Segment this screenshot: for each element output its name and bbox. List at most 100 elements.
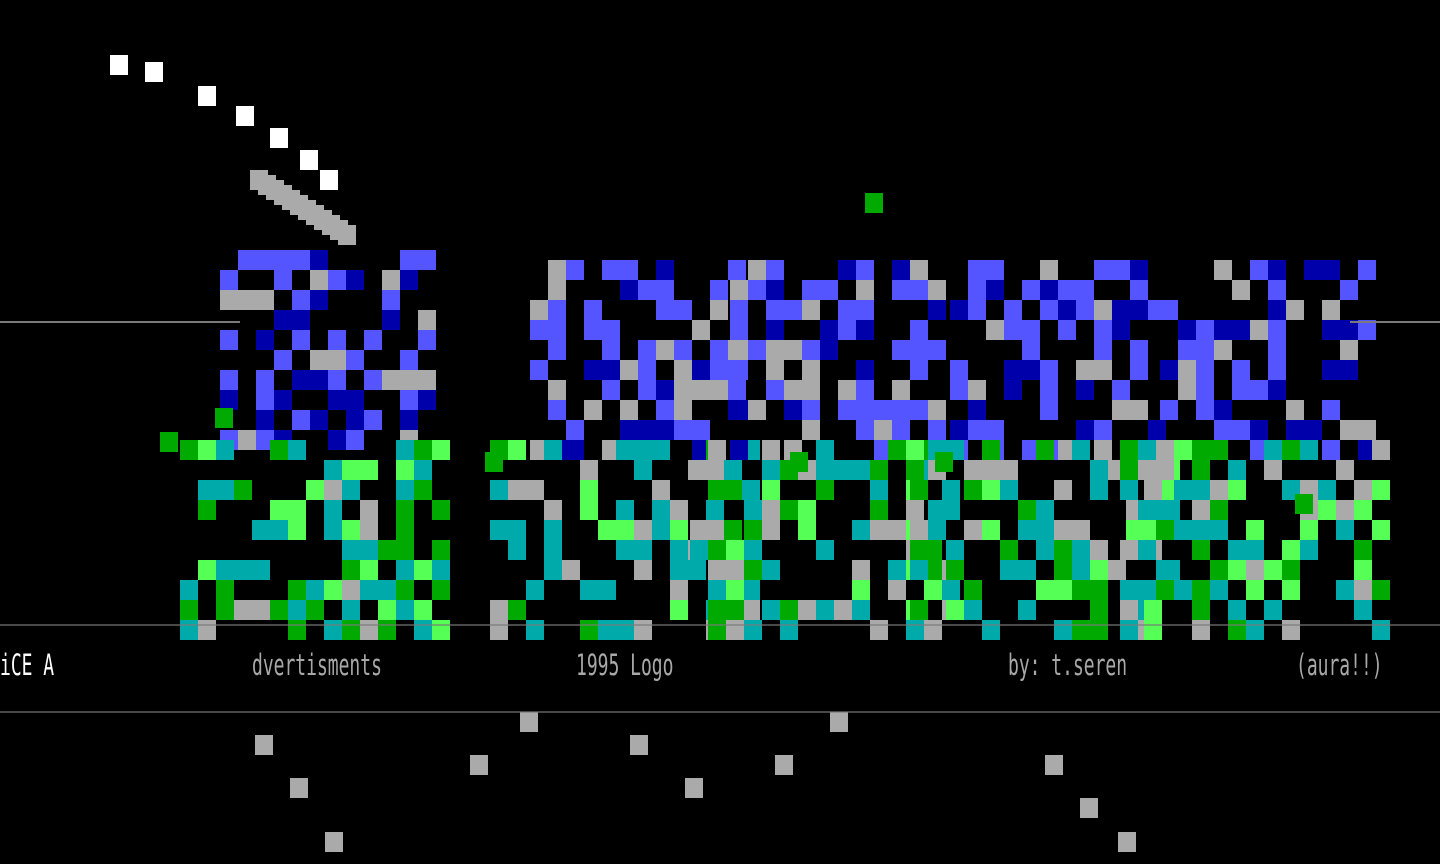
art-block (1138, 500, 1156, 520)
art-block (775, 755, 793, 775)
art-block (906, 620, 924, 640)
art-block (856, 280, 874, 300)
art-block (910, 280, 928, 300)
art-block (910, 400, 928, 420)
art-block (602, 260, 620, 280)
art-block (432, 440, 450, 460)
art-block (710, 360, 728, 380)
art-block (1090, 480, 1108, 500)
art-block (364, 410, 382, 430)
art-block (292, 290, 310, 310)
art-block (274, 310, 292, 330)
art-block (906, 460, 924, 480)
art-block (530, 440, 548, 460)
art-block (674, 380, 692, 400)
art-block (1054, 580, 1072, 600)
art-block (946, 560, 964, 580)
art-block (216, 480, 234, 500)
art-block (708, 580, 726, 600)
art-block (1304, 260, 1322, 280)
art-block (598, 620, 616, 640)
art-block (784, 300, 802, 320)
art-block (580, 480, 598, 500)
art-block (346, 410, 364, 430)
art-block (910, 260, 928, 280)
divider-top-right (1350, 321, 1440, 323)
art-block (838, 260, 856, 280)
art-block (548, 300, 566, 320)
art-block (1354, 500, 1372, 520)
art-block (1000, 560, 1018, 580)
art-block (652, 500, 670, 520)
art-block (396, 460, 414, 480)
art-block (874, 440, 892, 460)
art-block (780, 500, 798, 520)
art-block (1264, 440, 1282, 460)
art-block (766, 320, 784, 340)
art-block (1192, 480, 1210, 500)
art-block (1196, 340, 1214, 360)
art-block (1174, 520, 1192, 540)
art-block (382, 290, 400, 310)
author-credit: by: t.seren (1008, 648, 1128, 682)
art-block (1174, 440, 1192, 460)
art-block (1076, 380, 1094, 400)
art-block (270, 440, 288, 460)
art-block (1372, 580, 1390, 600)
art-block (616, 620, 634, 640)
art-block (1264, 600, 1282, 620)
art-block (888, 440, 906, 460)
art-block (526, 480, 544, 500)
art-block (1000, 540, 1018, 560)
art-block (1040, 260, 1058, 280)
art-block (630, 735, 648, 755)
art-block (888, 580, 906, 600)
art-block (1138, 520, 1156, 540)
art-block (1268, 280, 1286, 300)
art-block (616, 520, 634, 540)
art-block (816, 460, 834, 480)
art-block (838, 380, 856, 400)
art-block (270, 520, 288, 540)
art-block (688, 460, 706, 480)
art-block (215, 408, 233, 428)
art-block (418, 370, 436, 390)
art-block (584, 400, 602, 420)
art-block (490, 480, 508, 500)
art-block (360, 540, 378, 560)
art-block (1228, 620, 1246, 640)
art-block (1004, 380, 1022, 400)
art-block (1300, 540, 1318, 560)
art-block (508, 440, 526, 460)
art-block (790, 452, 808, 472)
art-block (1004, 320, 1022, 340)
art-block (414, 440, 432, 460)
art-block (888, 520, 906, 540)
art-block (1174, 480, 1192, 500)
art-block (1210, 560, 1228, 580)
art-block (968, 260, 986, 280)
art-block (674, 400, 692, 420)
art-block (652, 440, 670, 460)
art-block (1120, 480, 1138, 500)
art-block (856, 320, 874, 340)
art-block (414, 620, 432, 640)
art-block (274, 250, 292, 270)
art-block (1192, 520, 1210, 540)
art-block (874, 400, 892, 420)
art-block (638, 280, 656, 300)
art-block (1178, 340, 1196, 360)
art-block (548, 380, 566, 400)
art-block (234, 480, 252, 500)
art-block (964, 600, 982, 620)
art-block (1112, 400, 1130, 420)
art-block (1250, 260, 1268, 280)
art-block (634, 520, 652, 540)
art-block (968, 380, 986, 400)
art-block (1228, 600, 1246, 620)
art-block (692, 380, 710, 400)
art-block (982, 480, 1000, 500)
art-block (748, 260, 766, 280)
art-block (580, 620, 598, 640)
